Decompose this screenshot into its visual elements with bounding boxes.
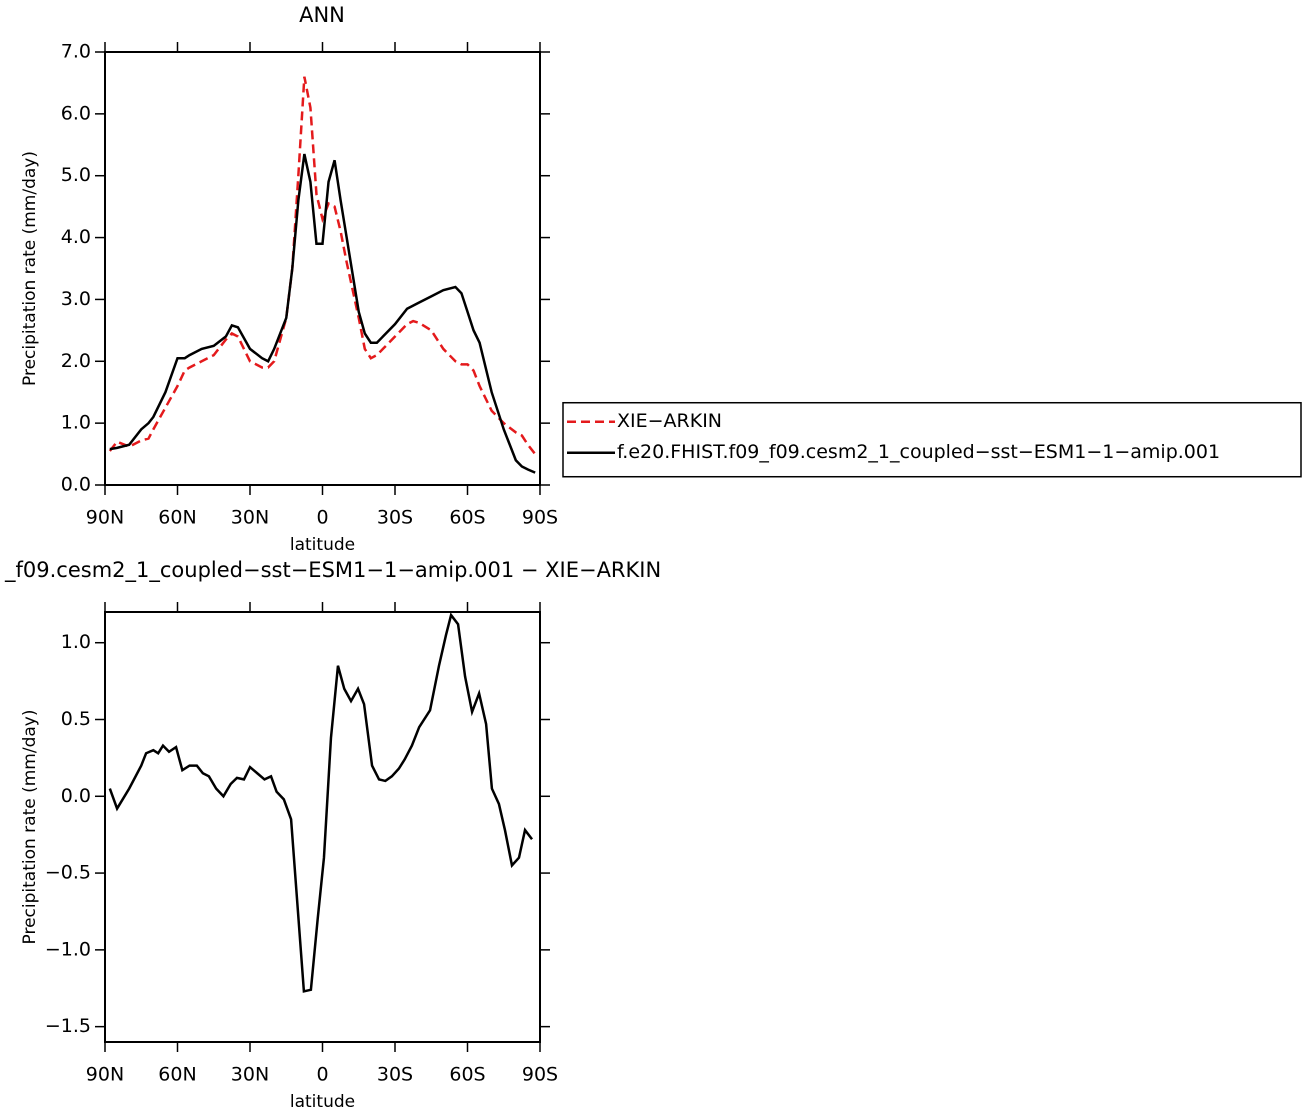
x-tick-label: 90N	[86, 1064, 124, 1086]
data-line	[108, 612, 534, 993]
legend-label: XIE−ARKIN	[617, 410, 722, 432]
y-tick-label: 1.0	[61, 631, 91, 653]
data-line	[109, 153, 536, 474]
x-tick-label: 30N	[231, 1064, 269, 1086]
y-tick-label: 0.0	[61, 474, 91, 496]
y-axis-label: Precipitation rate (mm/day)	[20, 710, 40, 945]
data-line	[108, 76, 537, 455]
y-axis-label: Precipitation rate (mm/day)	[20, 151, 40, 386]
y-tick-label: 5.0	[61, 164, 91, 186]
y-tick-label: 0.0	[61, 785, 91, 807]
plot-frame	[104, 611, 541, 1043]
x-tick-label: 90N	[86, 507, 124, 529]
plot-frame	[104, 51, 541, 486]
x-tick-label: 60N	[158, 507, 196, 529]
x-tick-label: 0	[316, 507, 328, 529]
x-tick-label: 60N	[158, 1064, 196, 1086]
x-axis-label: latitude	[290, 1092, 355, 1112]
y-tick-label: 4.0	[61, 226, 91, 248]
x-tick-label: 90S	[522, 1064, 558, 1086]
y-tick-label: −0.5	[45, 862, 91, 884]
y-tick-label: 3.0	[61, 288, 91, 310]
y-tick-label: 1.0	[61, 412, 91, 434]
x-tick-label: 0	[316, 1064, 328, 1086]
y-tick-label: 7.0	[61, 41, 91, 63]
legend-box	[562, 401, 1302, 478]
x-tick-label: 60S	[449, 1064, 485, 1086]
x-tick-label: 30S	[377, 1064, 413, 1086]
chart-title: ANN	[299, 3, 345, 27]
chart-title: _f09.cesm2_1_coupled−sst−ESM1−1−amip.001…	[4, 558, 661, 583]
x-tick-label: 30S	[377, 507, 413, 529]
x-tick-label: 60S	[449, 507, 485, 529]
y-tick-label: 6.0	[61, 102, 91, 124]
y-tick-label: −1.0	[45, 938, 91, 960]
x-tick-label: 30N	[231, 507, 269, 529]
legend-label: f.e20.FHIST.f09_f09.cesm2_1_coupled−sst−…	[617, 441, 1220, 463]
y-tick-label: 2.0	[61, 350, 91, 372]
y-tick-label: −1.5	[45, 1015, 91, 1037]
x-axis-label: latitude	[290, 535, 355, 555]
y-tick-label: 0.5	[61, 708, 91, 730]
x-tick-label: 90S	[522, 507, 558, 529]
